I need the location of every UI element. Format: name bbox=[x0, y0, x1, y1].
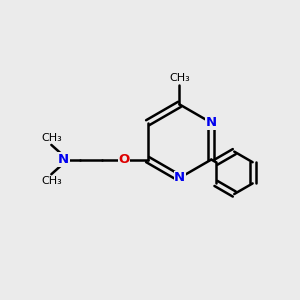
Text: CH₃: CH₃ bbox=[169, 73, 190, 83]
Text: CH₃: CH₃ bbox=[41, 176, 62, 186]
Text: O: O bbox=[118, 153, 130, 166]
Text: N: N bbox=[206, 116, 217, 129]
Text: N: N bbox=[58, 153, 69, 166]
Text: N: N bbox=[174, 172, 185, 184]
Text: CH₃: CH₃ bbox=[41, 134, 62, 143]
